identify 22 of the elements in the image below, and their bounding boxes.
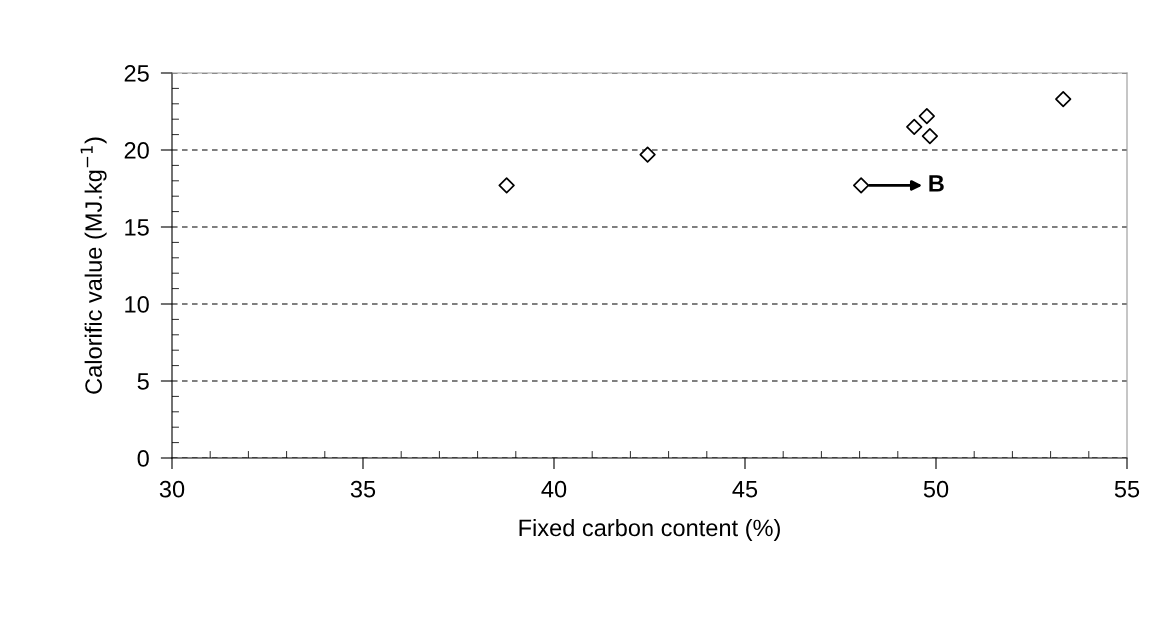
point xyxy=(921,128,939,145)
y-tick-label: 10 xyxy=(125,296,149,313)
x-axis-title: Fixed carbon content (%) xyxy=(519,518,780,541)
point xyxy=(906,118,923,136)
y-tick-label: 5 xyxy=(137,373,149,390)
point xyxy=(498,177,515,194)
x-tick-label: 45 xyxy=(732,481,758,498)
x-tick-label: 50 xyxy=(923,480,949,498)
point xyxy=(639,146,656,163)
y-tick-label: 25 xyxy=(124,65,149,82)
point xyxy=(1055,91,1072,108)
y-tick-label: 20 xyxy=(124,142,149,159)
y-tick-label: 15 xyxy=(125,219,149,236)
x-tick-label: 35 xyxy=(350,480,376,498)
annotation: B xyxy=(929,175,944,192)
point xyxy=(918,108,935,125)
x-tick-label: 55 xyxy=(1114,481,1140,498)
x-tick-label: 30 xyxy=(159,480,185,498)
x-tick-label: 40 xyxy=(541,480,567,498)
y-tick-label: 0 xyxy=(137,450,149,467)
point xyxy=(853,177,870,194)
y-axis-title: Calorific value (MJ.kg$^{−1}$) xyxy=(80,137,107,394)
